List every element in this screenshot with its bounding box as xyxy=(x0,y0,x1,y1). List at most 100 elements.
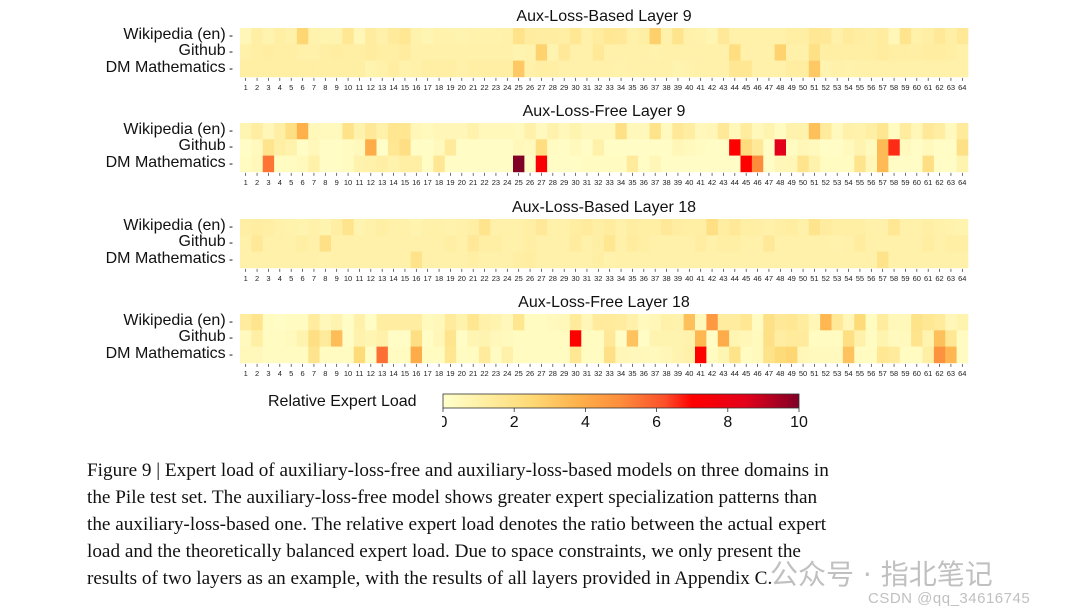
heatmap-cell xyxy=(433,155,446,173)
heatmap-cell xyxy=(672,251,684,269)
heatmap-cell xyxy=(933,44,946,61)
heatmap-cell xyxy=(626,28,639,45)
heatmap-cell xyxy=(945,28,957,45)
heatmap-cell xyxy=(922,314,935,331)
heatmap-cell xyxy=(888,123,901,140)
heatmap-cell xyxy=(444,219,457,236)
heatmap-cell xyxy=(478,28,491,45)
heatmap-cell xyxy=(797,155,810,173)
heatmap-cell xyxy=(751,155,764,173)
heatmap-cell xyxy=(638,251,650,269)
heatmap-cell xyxy=(501,219,514,236)
heatmap-cell xyxy=(854,346,866,364)
heatmap-cell xyxy=(649,314,662,331)
heatmap-cell xyxy=(956,60,969,78)
heatmap-cell xyxy=(717,44,730,61)
x-tick-label: 7 xyxy=(312,83,316,92)
heatmap-cell xyxy=(956,139,969,156)
heatmap-cell xyxy=(399,28,411,45)
heatmap-cell xyxy=(786,219,798,236)
heatmap-cell xyxy=(262,235,275,252)
heatmap-cell xyxy=(774,330,787,347)
x-tick-label: 24 xyxy=(503,274,511,283)
heatmap-cell xyxy=(513,251,525,269)
x-tick-label: 41 xyxy=(697,274,705,283)
heatmap-cell xyxy=(729,60,741,78)
x-tick-label: 17 xyxy=(424,274,432,283)
heatmap-cell xyxy=(456,346,468,364)
x-tick-label: 50 xyxy=(799,369,807,378)
heatmap-cell xyxy=(922,44,935,61)
heatmap-cell xyxy=(842,28,855,45)
heatmap-cell xyxy=(319,60,332,78)
heatmap-cell xyxy=(626,314,639,331)
heatmap-cell xyxy=(308,60,320,78)
x-tick-label: 14 xyxy=(389,178,397,187)
x-tick-label: 42 xyxy=(708,83,716,92)
heatmap-cell xyxy=(911,60,923,78)
heatmap-cell xyxy=(615,28,628,45)
heatmap-cell xyxy=(615,330,628,347)
heatmap-cell xyxy=(638,28,650,45)
heatmap-cell xyxy=(842,330,855,347)
heatmap-cell xyxy=(786,251,798,269)
heatmap-cell xyxy=(763,330,775,347)
x-tick-label: 13 xyxy=(378,369,386,378)
heatmap-cell xyxy=(615,314,628,331)
x-tick-label: 53 xyxy=(833,274,841,283)
heatmap-cell xyxy=(387,314,400,331)
x-tick-label: 9 xyxy=(335,274,339,283)
heatmap-cell xyxy=(592,60,605,78)
x-tick-label: 24 xyxy=(503,83,511,92)
heatmap-cell xyxy=(353,123,366,140)
heatmap-cell xyxy=(308,139,320,156)
heatmap-cell xyxy=(387,235,400,252)
heatmap-cell xyxy=(899,123,912,140)
heatmap-cell xyxy=(547,155,559,173)
heatmap-cell xyxy=(922,346,935,364)
heatmap-cell xyxy=(945,155,957,173)
heatmap-cell xyxy=(706,346,719,364)
heatmap-cell xyxy=(422,155,434,173)
heatmap-cell xyxy=(399,155,411,173)
heatmap-cell xyxy=(285,139,298,156)
heatmap-cell xyxy=(490,139,502,156)
x-tick-label: 17 xyxy=(424,178,432,187)
heatmap-grid: 1 2 3 4 5 6 7 8 9 10 11 12 13 14 15 16 17 18 19 20 21 22 23 24 2… xyxy=(240,314,969,378)
x-tick-label: 55 xyxy=(856,369,864,378)
heatmap-cell xyxy=(296,235,309,252)
x-tick-label: 62 xyxy=(935,274,943,283)
x-tick-label: 24 xyxy=(503,178,511,187)
heatmap-cell xyxy=(672,44,684,61)
x-tick-label: 20 xyxy=(458,369,466,378)
heatmap-cell xyxy=(240,251,252,269)
heatmap-cell xyxy=(626,235,639,252)
heatmap-cell xyxy=(240,155,252,173)
heatmap-cell xyxy=(695,314,707,331)
heatmap-cell xyxy=(365,155,377,173)
heatmap-cell xyxy=(956,155,969,173)
heatmap-cell xyxy=(865,346,878,364)
heatmap-cell xyxy=(319,330,332,347)
heatmap-cell xyxy=(444,60,457,78)
heatmap-cell xyxy=(240,330,252,347)
heatmap-cell xyxy=(854,155,866,173)
heatmap-cell xyxy=(410,314,423,331)
heatmap-cell xyxy=(558,139,571,156)
x-tick-label: 49 xyxy=(788,369,796,378)
heatmap-cell xyxy=(604,314,616,331)
heatmap-cell xyxy=(513,28,525,45)
heatmap-cell xyxy=(251,60,264,78)
x-tick-label: 6 xyxy=(300,178,304,187)
heatmap-cell xyxy=(899,139,912,156)
heatmap-cell xyxy=(933,346,946,364)
heatmap-cell xyxy=(376,219,389,236)
heatmap-cell xyxy=(638,155,650,173)
x-tick-label: 62 xyxy=(935,369,943,378)
heatmap-cell xyxy=(581,139,593,156)
x-tick-label: 35 xyxy=(628,178,636,187)
heatmap-cell xyxy=(467,251,480,269)
heatmap-cell xyxy=(604,123,616,140)
heatmap-cell xyxy=(365,28,377,45)
x-tick-label: 20 xyxy=(458,83,466,92)
